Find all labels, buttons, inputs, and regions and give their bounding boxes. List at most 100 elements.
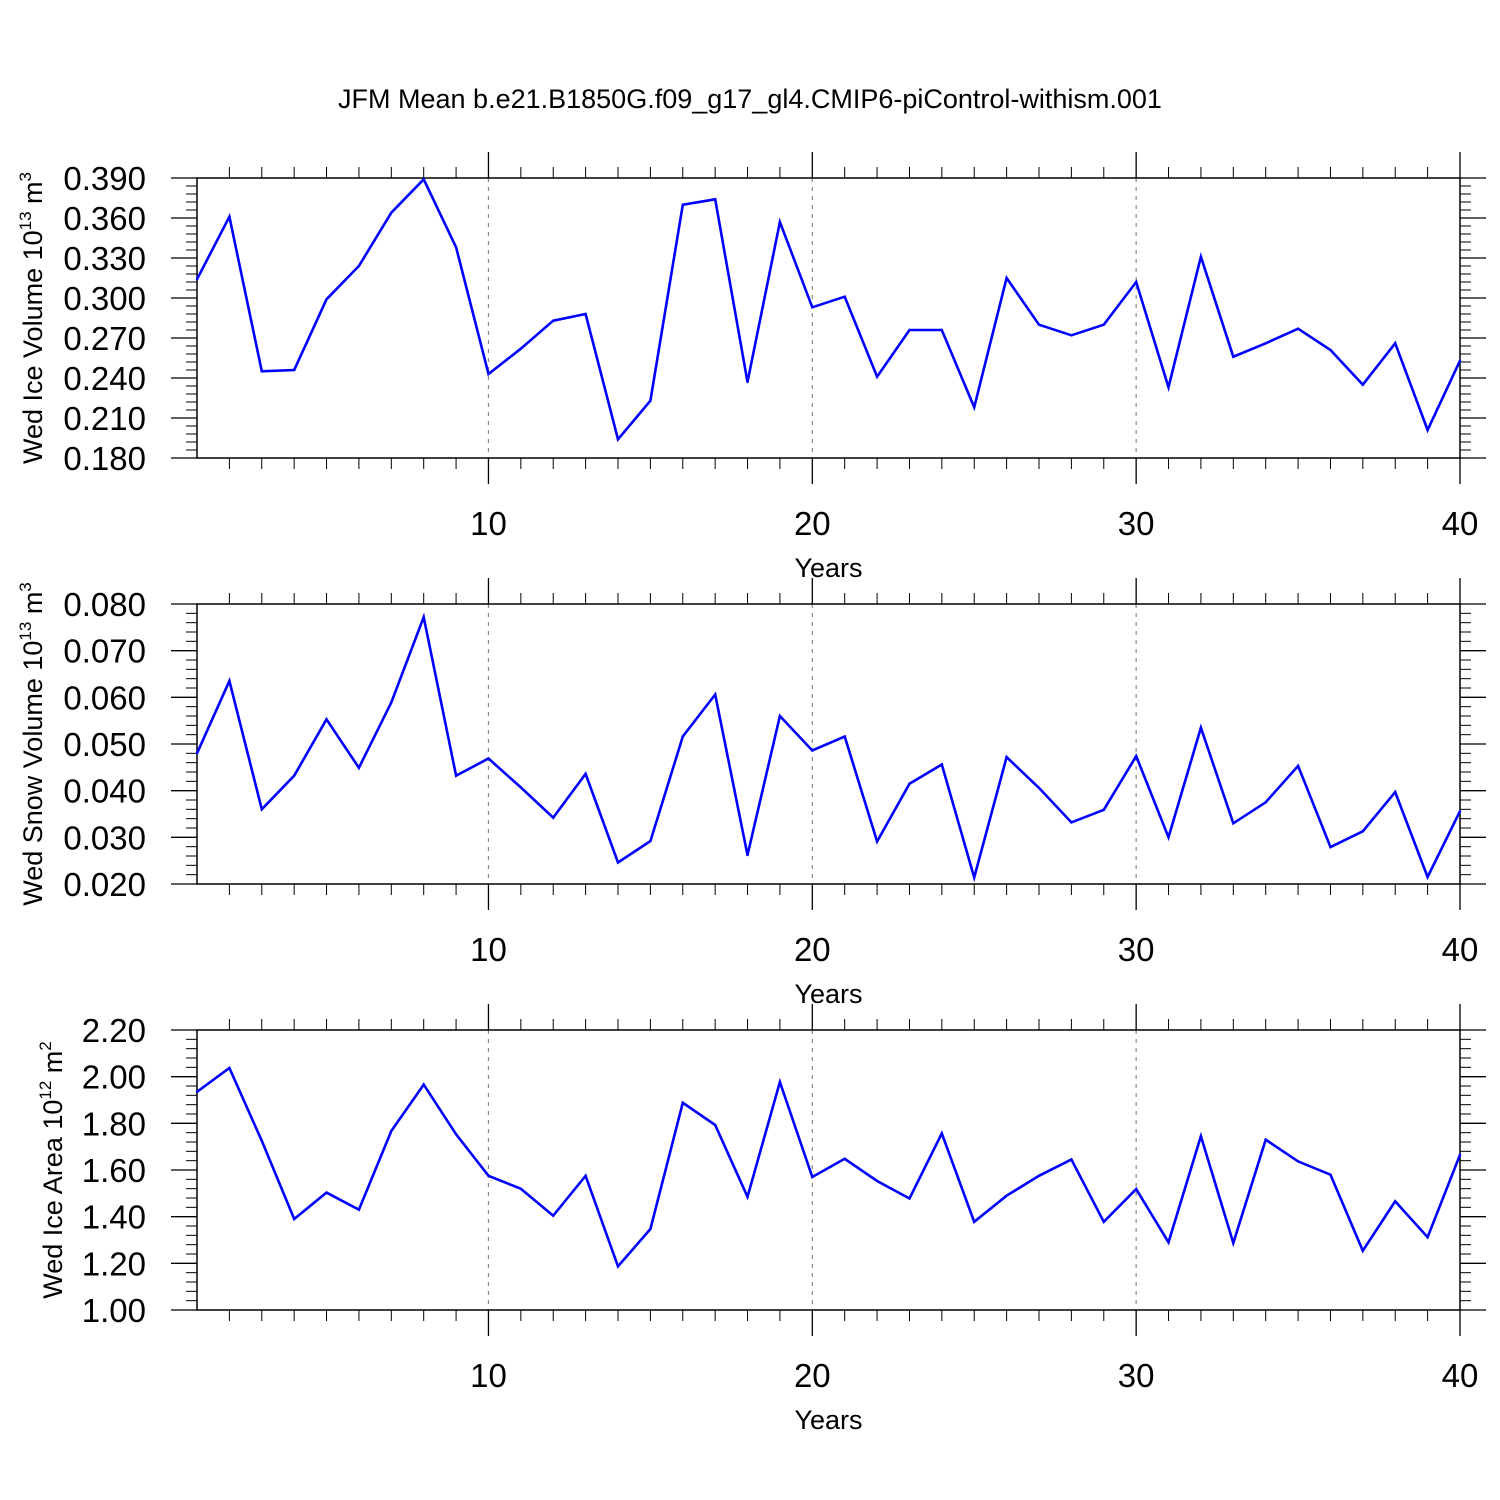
chart-title: JFM Mean b.e21.B1850G.f09_g17_gl4.CMIP6-…	[338, 84, 1162, 114]
y-axis-title-unit-exponent: 3	[16, 172, 35, 181]
data-point	[1264, 342, 1267, 345]
data-point	[843, 1157, 846, 1161]
y-axis-title: Wed Ice Area 1012 m2	[36, 1041, 68, 1299]
data-point	[1070, 821, 1073, 824]
data-point	[292, 1217, 296, 1221]
y-tick-label: 0.240	[63, 360, 146, 397]
x-tick-label: 10	[470, 1357, 507, 1394]
data-point	[584, 1174, 587, 1178]
data-point	[487, 1174, 490, 1178]
data-point	[649, 839, 652, 843]
y-tick-label: 1.80	[82, 1105, 146, 1142]
y-axis-title-exponent: 13	[16, 622, 35, 641]
data-point	[1394, 342, 1397, 345]
data-point	[454, 1133, 458, 1136]
data-point	[1070, 1158, 1073, 1161]
data-point	[681, 735, 684, 738]
x-tick-label: 30	[1118, 505, 1155, 542]
data-point	[357, 766, 361, 769]
data-point	[973, 1220, 976, 1224]
x-axis-title: Years	[794, 1405, 862, 1435]
data-point	[487, 757, 490, 760]
data-point	[713, 1123, 717, 1127]
data-point	[1102, 1220, 1105, 1224]
y-axis-title-unit: m	[38, 1051, 68, 1081]
series-line	[196, 1065, 1462, 1269]
data-point	[843, 735, 846, 738]
data-point	[1426, 875, 1429, 879]
x-tick-label: 20	[794, 931, 831, 968]
data-point	[940, 1132, 944, 1135]
y-axis-title-unit: m	[18, 181, 48, 211]
data-point	[713, 693, 717, 696]
y-tick-label: 0.060	[63, 679, 146, 716]
data-point	[454, 246, 458, 249]
x-axis-title: Years	[794, 979, 862, 1009]
data-point	[454, 774, 458, 777]
data-point	[1167, 836, 1170, 839]
data-point	[1070, 334, 1073, 337]
data-point	[228, 1066, 231, 1070]
data-point	[1005, 755, 1008, 759]
data-point	[1232, 822, 1235, 825]
data-point	[584, 312, 587, 316]
y-tick-label: 0.070	[63, 633, 146, 670]
panel-1: 10 20 30 400.1800.2100.2400.2700.3000.3300.…	[16, 152, 1486, 583]
data-point	[973, 876, 976, 879]
y-tick-label: 0.210	[63, 400, 146, 437]
data-point	[325, 298, 328, 301]
data-point	[1264, 1138, 1267, 1141]
data-point	[1361, 830, 1365, 833]
data-point	[681, 1101, 684, 1105]
data-point	[552, 319, 555, 322]
y-tick-label: 1.00	[82, 1292, 146, 1329]
x-tick-label: 30	[1118, 931, 1155, 968]
y-axis-title-main: Wed Snow Volume 10	[18, 641, 48, 906]
data-point	[325, 1191, 328, 1194]
x-tick-label: 40	[1442, 505, 1479, 542]
data-point	[519, 786, 523, 789]
data-point	[1102, 323, 1105, 326]
y-axis-title-main: Wed Ice Volume 10	[18, 230, 48, 464]
x-tick-label: 10	[470, 505, 507, 542]
plot-frame	[196, 1029, 1461, 1311]
data-point	[1458, 359, 1462, 362]
y-tick-label: 1.20	[82, 1245, 146, 1282]
x-axis-title: Years	[794, 553, 862, 583]
panel-3: 10 20 30 40 1.00 1.20 1.40 1.60 1.80 2.00 2.20 Year…	[36, 1004, 1486, 1435]
data-point	[875, 840, 879, 843]
data-point	[746, 1195, 749, 1199]
data-point	[195, 752, 199, 755]
data-point	[1102, 808, 1105, 811]
data-point	[649, 1227, 652, 1231]
data-point	[260, 370, 263, 373]
data-point	[1199, 1134, 1203, 1138]
panel-2: 10 20 30 40 0.020 0.030 0.040 0.050 0.060 0.070 0.…	[16, 578, 1486, 1009]
y-tick-label: 0.270	[63, 320, 146, 357]
data-point	[778, 1080, 782, 1084]
y-tick-label: 1.60	[82, 1152, 146, 1189]
y-tick-label: 0.030	[63, 819, 146, 856]
y-tick-label: 0.180	[63, 440, 146, 477]
series-line	[195, 612, 1462, 883]
data-point	[1361, 1249, 1365, 1252]
data-point	[1167, 1241, 1170, 1244]
data-point	[1426, 1236, 1429, 1239]
data-point	[1329, 348, 1332, 352]
data-point	[292, 774, 296, 777]
data-point	[1329, 845, 1332, 849]
data-point	[811, 306, 814, 309]
data-point	[519, 347, 523, 350]
data-point	[811, 749, 814, 752]
data-point	[390, 1129, 393, 1133]
data-point	[422, 178, 425, 181]
data-point	[1329, 1173, 1332, 1176]
y-tick-label: 0.300	[63, 280, 146, 317]
y-axis-title-exponent: 13	[16, 211, 35, 230]
data-point	[390, 701, 393, 704]
data-point	[681, 203, 684, 206]
data-point	[1199, 726, 1203, 729]
data-point	[1005, 276, 1008, 280]
data-point	[811, 1175, 814, 1179]
